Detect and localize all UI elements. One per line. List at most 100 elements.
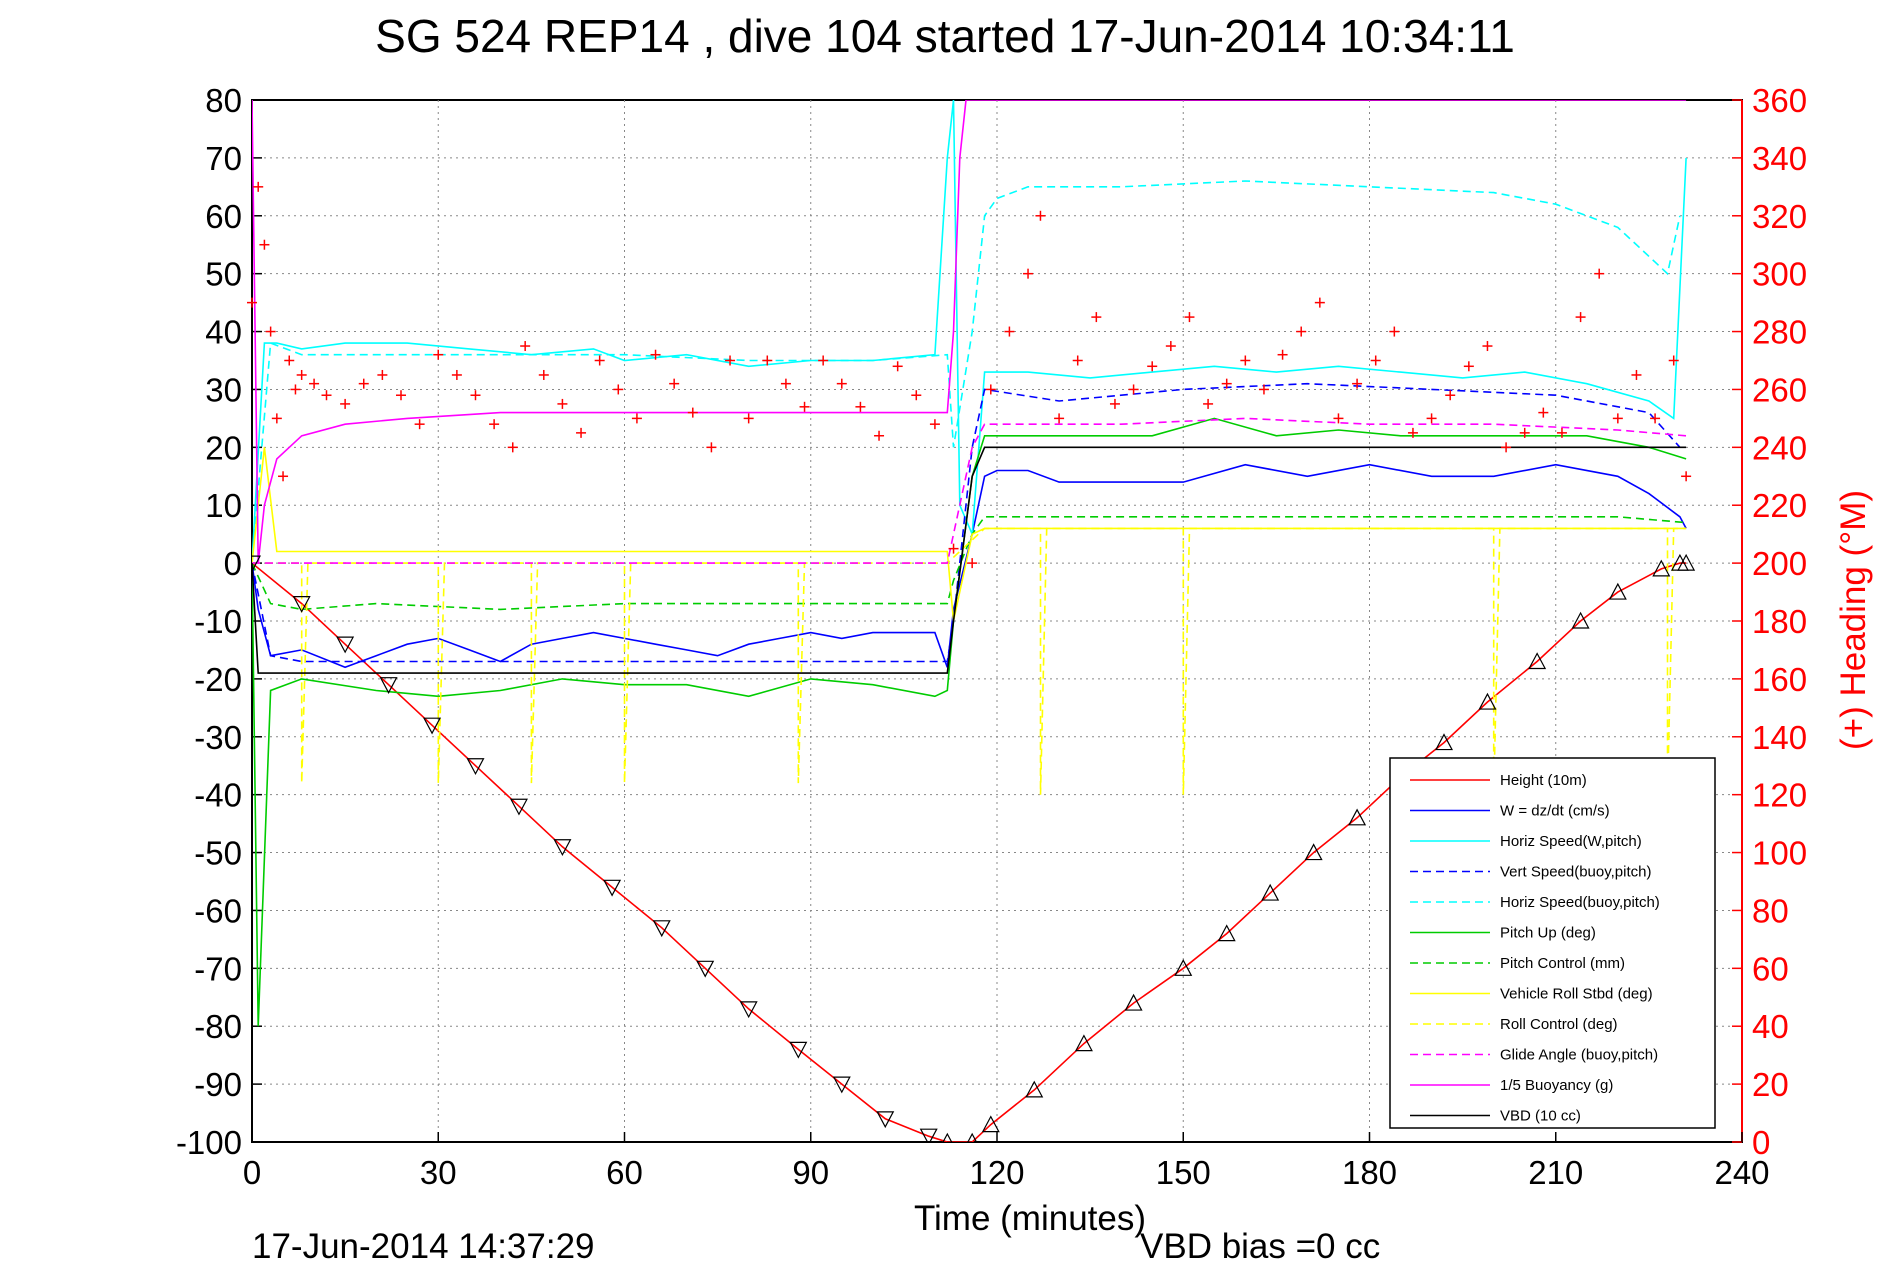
y-tick-label-left: 60	[205, 198, 242, 235]
heading-point	[296, 369, 307, 380]
heading-point	[1407, 427, 1418, 438]
heading-point	[1277, 349, 1288, 360]
legend-item: Pitch Control (mm)	[1410, 955, 1625, 972]
y-tick-label-right: 20	[1752, 1066, 1789, 1103]
heading-point	[1333, 413, 1344, 424]
heading-point	[650, 349, 661, 360]
legend-label: Height (10m)	[1500, 772, 1587, 789]
height-marker	[1304, 843, 1323, 861]
series-line	[252, 180, 1681, 564]
heading-point	[1203, 398, 1214, 409]
x-tick-label: 180	[1342, 1154, 1397, 1191]
heading-point	[780, 378, 791, 389]
heading-point	[414, 419, 425, 430]
heading-point	[520, 341, 531, 352]
y-tick-label-right: 280	[1752, 314, 1807, 351]
y-tick-label-right: 360	[1752, 82, 1807, 119]
heading-point	[818, 355, 829, 366]
heading-point	[1482, 341, 1493, 352]
y-ticks-right: 3603403203002802602402202001801601401201…	[1732, 82, 1807, 1161]
y-tick-label-right: 120	[1752, 777, 1807, 814]
heading-point	[725, 355, 736, 366]
heading-point	[340, 398, 351, 409]
legend-label: Roll Control (deg)	[1500, 1016, 1618, 1033]
y-tick-label-right: 340	[1752, 140, 1807, 177]
heading-point	[874, 430, 885, 441]
legend-item: Horiz Speed(W,pitch)	[1410, 833, 1642, 850]
y-tick-label-left: -20	[194, 661, 242, 698]
heading-point	[985, 384, 996, 395]
heading-point	[1556, 427, 1567, 438]
heading-point	[451, 369, 462, 380]
heading-point	[1519, 427, 1530, 438]
y-tick-label-left: -90	[194, 1066, 242, 1103]
heading-point	[377, 369, 388, 380]
heading-point	[1004, 326, 1015, 337]
y-axis-label-right: (+) Heading (°M)	[1834, 490, 1873, 750]
heading-point	[358, 378, 369, 389]
legend-label: VBD (10 cc)	[1500, 1108, 1581, 1125]
height-marker	[832, 1076, 851, 1094]
legend-item: Horiz Speed(buoy,pitch)	[1410, 894, 1660, 911]
legend-item: Roll Control (deg)	[1410, 1016, 1618, 1033]
legend-item: Vehicle Roll Stbd (deg)	[1410, 986, 1653, 1003]
height-marker	[1608, 582, 1627, 600]
height-marker	[1217, 924, 1236, 942]
heading-point	[1650, 413, 1661, 424]
y-tick-label-right: 140	[1752, 719, 1807, 756]
heading-point	[1258, 384, 1269, 395]
legend-label: Pitch Up (deg)	[1500, 925, 1596, 942]
heading-point	[799, 401, 810, 412]
heading-point	[557, 398, 568, 409]
heading-point	[1426, 413, 1437, 424]
heading-point	[1612, 413, 1623, 424]
heading-point	[967, 558, 978, 569]
height-marker	[1478, 692, 1497, 710]
heading-point	[253, 181, 264, 192]
height-marker	[423, 717, 442, 735]
heading-point	[247, 297, 257, 308]
heading-point	[1445, 390, 1456, 401]
height-marker	[1124, 993, 1143, 1011]
series-line	[252, 100, 1687, 564]
height-marker	[466, 758, 485, 775]
legend-item: Glide Angle (buoy,pitch)	[1410, 1047, 1658, 1064]
legend: Height (10m) W = dz/dt (cm/s) Horiz Speed(…	[1389, 757, 1716, 1129]
heading-point	[1072, 355, 1083, 366]
height-marker	[696, 960, 715, 978]
heading-point	[265, 326, 276, 337]
y-tick-label-right: 100	[1752, 835, 1807, 872]
height-marker	[1652, 559, 1671, 577]
heading-point	[948, 543, 959, 554]
height-marker	[379, 677, 398, 694]
height-marker	[739, 1001, 758, 1019]
heading-point	[290, 384, 301, 395]
heading-point	[836, 378, 847, 389]
heading-point	[855, 401, 866, 412]
legend-item: Pitch Up (deg)	[1410, 925, 1596, 942]
heading-point	[892, 361, 903, 372]
heading-point	[1035, 210, 1046, 221]
heading-point	[1538, 407, 1549, 418]
legend-label: Pitch Control (mm)	[1500, 955, 1625, 972]
heading-point	[538, 369, 549, 380]
heading-point	[278, 471, 289, 482]
y-tick-label-right: 80	[1752, 892, 1789, 929]
series-line	[252, 100, 1687, 564]
heading-point	[470, 390, 481, 401]
y-tick-label-left: 40	[205, 314, 242, 351]
height-marker	[292, 596, 311, 613]
heading-point	[396, 390, 406, 401]
heading-point	[669, 378, 680, 389]
x-tick-label: 210	[1528, 1154, 1583, 1191]
y-tick-label-left: 10	[205, 487, 242, 524]
heading-point	[631, 413, 642, 424]
heading-point	[433, 349, 444, 360]
y-tick-label-right: 260	[1752, 371, 1807, 408]
height-marker	[1261, 883, 1280, 901]
legend-item: W = dz/dt (cm/s)	[1410, 803, 1610, 820]
legend-label: Horiz Speed(W,pitch)	[1500, 833, 1642, 850]
heading-point	[271, 413, 282, 424]
heading-point	[1389, 326, 1400, 337]
